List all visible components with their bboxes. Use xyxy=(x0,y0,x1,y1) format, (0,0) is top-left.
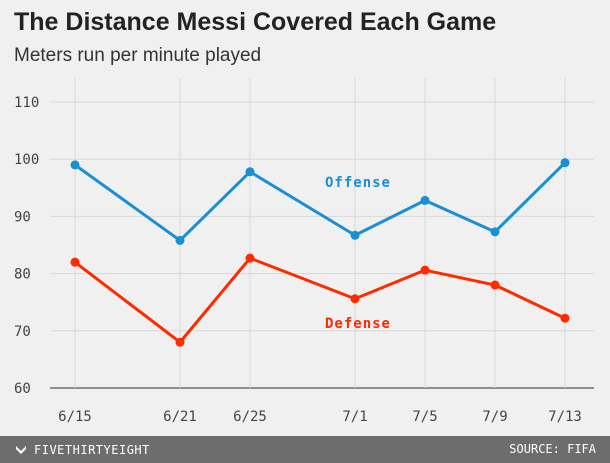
offense-point xyxy=(490,227,500,237)
x-tick-label: 7/13 xyxy=(548,409,582,425)
x-tick-label: 7/9 xyxy=(482,409,507,425)
defense-point xyxy=(175,337,185,347)
series-group xyxy=(70,158,570,347)
chart-subtitle: Meters run per minute played xyxy=(14,45,262,66)
defense-line xyxy=(74,256,566,344)
x-axis: 6/15 6/21 6/25 7/1 7/5 7/9 7/13 xyxy=(58,409,582,425)
y-tick-label: 110 xyxy=(14,95,39,111)
offense-point xyxy=(70,160,80,170)
x-tick-label: 6/15 xyxy=(58,409,92,425)
offense-point xyxy=(175,235,185,245)
line-chart: 60 70 80 90 100 110 6/15 6/21 6/25 7/1 7/5 7/9 7/13… xyxy=(14,78,594,425)
defense-point xyxy=(350,294,360,304)
brand: FIVETHIRTYEIGHT xyxy=(14,436,150,463)
x-tick-label: 7/5 xyxy=(412,409,437,425)
defense-point xyxy=(245,253,255,263)
footer-bar: FIVETHIRTYEIGHT SOURCE: FIFA xyxy=(0,436,610,463)
defense-point xyxy=(70,257,80,267)
offense-point xyxy=(560,158,570,168)
offense-point xyxy=(420,195,430,205)
series-labels: Offense Defense xyxy=(325,175,391,332)
defense-label: Defense xyxy=(325,316,391,332)
x-tick-label: 7/1 xyxy=(342,409,367,425)
x-tick-label: 6/21 xyxy=(163,409,197,425)
offense-label: Offense xyxy=(325,175,391,191)
y-tick-label: 60 xyxy=(14,381,31,397)
offense-line xyxy=(74,161,567,242)
offense-point xyxy=(350,230,360,240)
offense-point xyxy=(245,167,255,177)
fivethirtyeight-logo-icon xyxy=(16,445,26,454)
defense-point xyxy=(420,265,430,275)
source-note: SOURCE: FIFA xyxy=(509,442,596,456)
y-tick-label: 100 xyxy=(14,152,39,168)
x-tick-label: 6/25 xyxy=(233,409,267,425)
defense-point xyxy=(490,280,500,290)
y-tick-label: 80 xyxy=(14,267,31,283)
y-tick-label: 70 xyxy=(14,324,31,340)
gridlines xyxy=(50,78,594,389)
brand-name: FIVETHIRTYEIGHT xyxy=(34,442,150,457)
chart-title: The Distance Messi Covered Each Game xyxy=(14,8,497,36)
y-axis: 60 70 80 90 100 110 xyxy=(14,95,39,397)
defense-point xyxy=(560,313,570,323)
y-tick-label: 90 xyxy=(14,209,31,225)
